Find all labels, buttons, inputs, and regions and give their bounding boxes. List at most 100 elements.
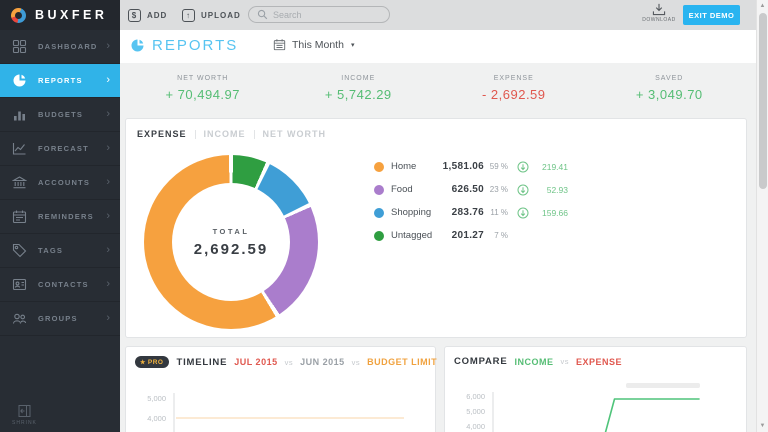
add-button[interactable]: $ ADD <box>128 0 167 30</box>
dashboard-icon <box>12 39 27 54</box>
y-tick: 6,000 <box>466 392 485 401</box>
donut-total-value: 2,692.59 <box>193 240 269 258</box>
tags-tag-icon <box>12 243 27 258</box>
stat-saved: SAVED + 3,049.70 <box>635 74 703 102</box>
legend-dot <box>374 184 384 195</box>
compare-header: COMPARE INCOME vs EXPENSE <box>454 356 622 367</box>
top-bar: BUXFER $ ADD ↑ UPLOAD DOWNLOAD EXIT DEMO <box>0 0 768 30</box>
buxfer-logo-text: BUXFER <box>35 8 108 22</box>
period-label: This Month <box>292 38 344 51</box>
compare-series-expense[interactable]: EXPENSE <box>575 356 622 367</box>
chevron-right-icon: › <box>106 74 110 86</box>
legend-row[interactable]: Shopping 283.76 11 % 159.66 <box>374 201 568 224</box>
income-line <box>604 398 700 432</box>
y-tick: 4,000 <box>147 414 166 423</box>
legend-dot <box>374 230 384 241</box>
timeline-series-jul-2015[interactable]: JUL 2015 <box>234 357 278 367</box>
stat-expense: EXPENSE - 2,692.59 <box>481 74 546 102</box>
donut-legend: Home 1,581.06 59 % 219.41 Food 626.50 23… <box>374 155 568 247</box>
sidebar-item-tags[interactable]: TAGS › <box>0 234 120 268</box>
upload-button-label: UPLOAD <box>201 10 241 20</box>
search-input[interactable] <box>273 9 381 20</box>
expense-report-panel: EXPENSE INCOME NET WORTH TOTAL 2,692.59 … <box>125 118 747 338</box>
add-money-icon: $ <box>128 8 141 22</box>
tab-divider <box>194 129 196 139</box>
sidebar-item-accounts[interactable]: ACCOUNTS › <box>0 166 120 200</box>
main-content: REPORTS This Month ▾ NET WORTH + 70,494.… <box>120 30 768 432</box>
compare-panel: COMPARE INCOME vs EXPENSE 6,000 5,000 4,… <box>444 346 747 432</box>
sidebar-item-budgets[interactable]: BUDGETS › <box>0 98 120 132</box>
tab-expense[interactable]: EXPENSE <box>137 129 187 139</box>
reports-title-pie-icon <box>131 39 144 52</box>
chevron-right-icon: › <box>106 176 110 188</box>
timeline-header: ★ PRO TIMELINE JUL 2015 vs JUN 2015 vs B… <box>135 356 437 368</box>
timeline-series-jun-2015[interactable]: JUN 2015 <box>300 357 345 367</box>
contacts-card-icon <box>12 278 27 291</box>
download-label: DOWNLOAD <box>642 17 676 23</box>
forecast-line-icon <box>12 143 26 155</box>
scroll-up-icon[interactable]: ▲ <box>759 3 766 9</box>
budgets-bars-icon <box>14 111 25 121</box>
chevron-right-icon: › <box>106 142 110 154</box>
exit-demo-button[interactable]: EXIT DEMO <box>683 5 740 25</box>
chevron-right-icon: › <box>106 278 110 290</box>
download-icon <box>652 3 666 16</box>
y-tick: 4,000 <box>466 422 485 431</box>
donut-center: TOTAL 2,692.59 <box>172 183 290 301</box>
summary-stats: NET WORTH + 70,494.97 INCOME + 5,742.29 … <box>125 62 747 114</box>
legend-dot <box>374 207 384 218</box>
legend-dot <box>374 161 384 172</box>
pro-badge: ★ PRO <box>135 356 170 368</box>
trend-down-icon <box>517 207 529 218</box>
vertical-scrollbar[interactable]: ▲ ▼ <box>756 0 768 432</box>
trend-down-icon <box>517 184 529 195</box>
star-icon: ★ <box>140 359 146 366</box>
page-header: REPORTS This Month ▾ <box>120 30 768 63</box>
chevron-right-icon: › <box>106 210 110 222</box>
accounts-bank-icon <box>12 176 27 189</box>
scroll-down-icon[interactable]: ▼ <box>759 423 766 429</box>
sidebar-item-dashboard[interactable]: DASHBOARD › <box>0 30 120 64</box>
page-title: REPORTS <box>130 37 238 54</box>
upload-button[interactable]: ↑ UPLOAD <box>182 0 241 30</box>
add-button-label: ADD <box>147 10 168 20</box>
reports-pie-icon <box>13 74 26 87</box>
shrink-icon <box>18 405 31 417</box>
report-tabs: EXPENSE INCOME NET WORTH <box>137 129 326 139</box>
sidebar-item-groups[interactable]: GROUPS › <box>0 302 120 336</box>
trend-down-icon <box>517 161 529 172</box>
timeline-series-budget-limit[interactable]: BUDGET LIMIT <box>367 357 438 367</box>
groups-people-icon <box>12 313 27 324</box>
legend-row[interactable]: Untagged 201.27 7 % <box>374 224 568 247</box>
scrollbar-thumb[interactable] <box>758 13 767 189</box>
y-tick: 5,000 <box>147 394 166 403</box>
search-icon <box>257 9 268 20</box>
tab-divider <box>253 129 255 139</box>
sidebar-item-reports[interactable]: REPORTS › <box>0 64 120 98</box>
download-button[interactable]: DOWNLOAD <box>640 3 678 23</box>
tab-net-worth[interactable]: NET WORTH <box>262 129 327 139</box>
legend-row[interactable]: Home 1,581.06 59 % 219.41 <box>374 155 568 178</box>
sidebar-item-contacts[interactable]: CONTACTS › <box>0 268 120 302</box>
chevron-right-icon: › <box>106 40 110 52</box>
compare-ghost-tooltip <box>626 383 700 388</box>
stat-income: INCOME + 5,742.29 <box>324 74 392 102</box>
chevron-right-icon: › <box>106 108 110 120</box>
sidebar-item-reminders[interactable]: REMINDERS › <box>0 200 120 234</box>
chevron-right-icon: › <box>106 312 110 324</box>
buxfer-logo-icon <box>11 7 26 23</box>
period-dropdown[interactable]: This Month ▾ <box>273 38 354 51</box>
timeline-chart <box>173 393 404 432</box>
sidebar-nav: DASHBOARD › REPORTS › BUDGETS › FORECAST… <box>0 30 120 432</box>
buxfer-logo[interactable]: BUXFER <box>0 0 120 30</box>
tab-income[interactable]: INCOME <box>203 129 246 139</box>
expense-donut-chart[interactable]: TOTAL 2,692.59 <box>144 155 318 329</box>
sidebar-item-forecast[interactable]: FORECAST › <box>0 132 120 166</box>
compare-chart <box>492 392 700 432</box>
upload-icon: ↑ <box>182 8 195 22</box>
legend-row[interactable]: Food 626.50 23 % 52.93 <box>374 178 568 201</box>
shrink-sidebar-button[interactable]: SHRINK <box>12 404 37 426</box>
search-box[interactable] <box>248 6 390 23</box>
compare-series-income[interactable]: INCOME <box>514 356 554 367</box>
